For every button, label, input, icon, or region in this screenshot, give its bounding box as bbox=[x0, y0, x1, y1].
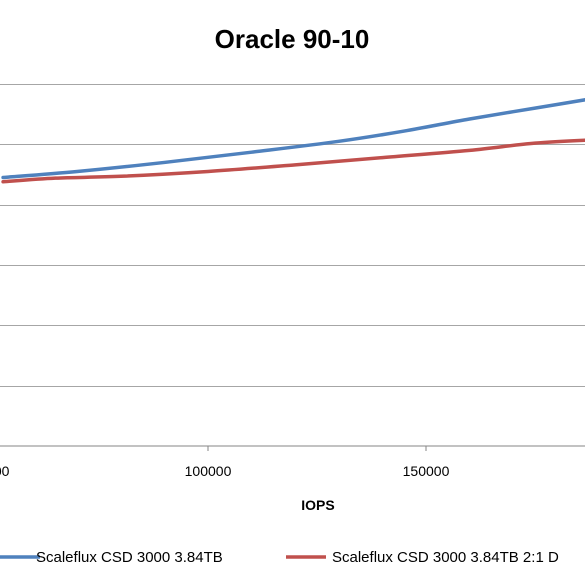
chart-title: Oracle 90-10 bbox=[215, 24, 370, 54]
x-tick-label: 100000 bbox=[185, 463, 232, 479]
series-lines bbox=[1, 98, 585, 184]
legend-label-1: Scaleflux CSD 3000 3.84TB bbox=[36, 549, 223, 566]
legend-label-2: Scaleflux CSD 3000 3.84TB 2:1 D bbox=[332, 549, 559, 566]
x-tick-label: 50000 bbox=[0, 463, 10, 479]
legend: Scaleflux CSD 3000 3.84TB Scaleflux CSD 3… bbox=[0, 549, 559, 566]
x-axis-title: IOPS bbox=[301, 497, 334, 513]
x-tick-label: 150000 bbox=[403, 463, 450, 479]
series-line-2 bbox=[1, 138, 585, 184]
series-line-1 bbox=[1, 98, 585, 180]
gridlines bbox=[0, 84, 585, 387]
x-axis-ticks: 50000 100000 150000 bbox=[0, 446, 450, 479]
